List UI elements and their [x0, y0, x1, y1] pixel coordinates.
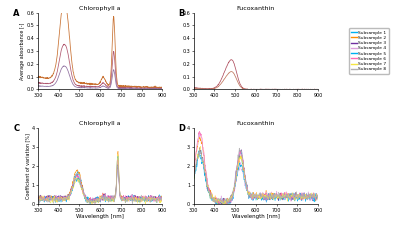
Title: Fucoxanthin: Fucoxanthin	[237, 121, 275, 126]
Text: B: B	[179, 9, 185, 18]
Title: Fucoxanthin: Fucoxanthin	[237, 6, 275, 11]
Title: Chlorophyll a: Chlorophyll a	[80, 6, 121, 11]
X-axis label: Wavelength [nm]: Wavelength [nm]	[232, 214, 280, 219]
X-axis label: Wavelength [nm]: Wavelength [nm]	[76, 214, 124, 219]
Title: Chlorophyll a: Chlorophyll a	[80, 121, 121, 126]
Y-axis label: Coefficient of variation [%]: Coefficient of variation [%]	[25, 133, 30, 199]
Legend: Subsample 1, Subsample 2, Subsample 3, Subsample 4, Subsample 5, Subsample 6, Su: Subsample 1, Subsample 2, Subsample 3, S…	[349, 28, 388, 74]
Text: D: D	[179, 124, 186, 133]
Text: C: C	[13, 124, 19, 133]
Y-axis label: Average absorbance [-]: Average absorbance [-]	[20, 22, 25, 80]
Text: A: A	[13, 9, 20, 18]
